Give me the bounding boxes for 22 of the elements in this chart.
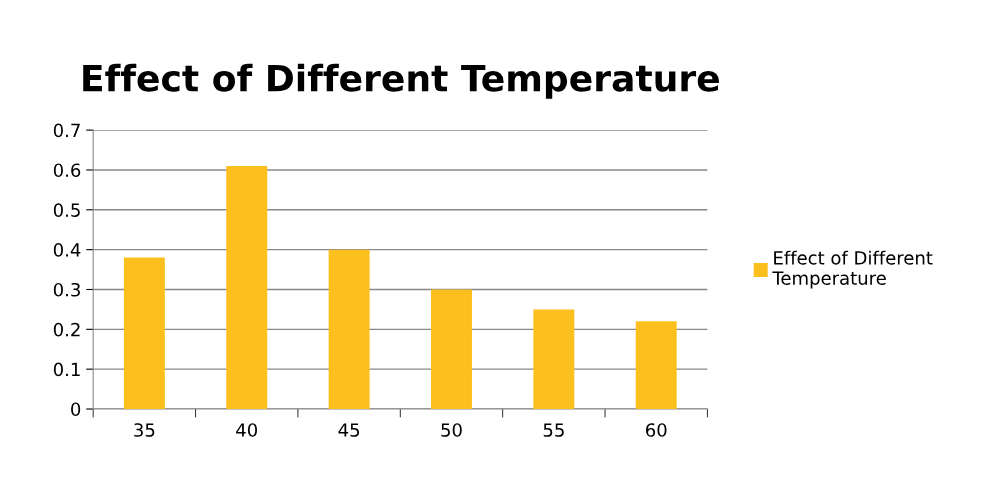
y-tick-label: 0.1 xyxy=(53,362,80,377)
bar xyxy=(123,257,165,409)
y-tick-label: 0.6 xyxy=(53,163,81,178)
x-tick-label: 50 xyxy=(441,423,462,437)
y-tick-label: 0.2 xyxy=(53,322,80,337)
bar xyxy=(431,289,472,409)
legend-label: Effect of Different Temperature xyxy=(772,250,933,289)
y-tick-label: 0 xyxy=(71,402,81,417)
x-tick-label: 35 xyxy=(134,423,155,437)
y-tick-label: 0.5 xyxy=(53,203,80,217)
bar xyxy=(533,309,575,409)
y-tick-label: 0.3 xyxy=(53,282,80,297)
bar xyxy=(226,165,268,409)
chart-title: Effect of Different Temperature xyxy=(83,63,719,99)
y-tick-label: 0.4 xyxy=(53,243,81,257)
bar xyxy=(328,249,370,409)
x-tick-label: 60 xyxy=(646,423,667,437)
bar xyxy=(635,321,677,409)
x-tick-label: 45 xyxy=(338,423,360,437)
x-tick-label: 55 xyxy=(543,423,564,437)
y-tick-label: 0.7 xyxy=(53,123,80,138)
x-tick-label: 40 xyxy=(236,423,258,437)
